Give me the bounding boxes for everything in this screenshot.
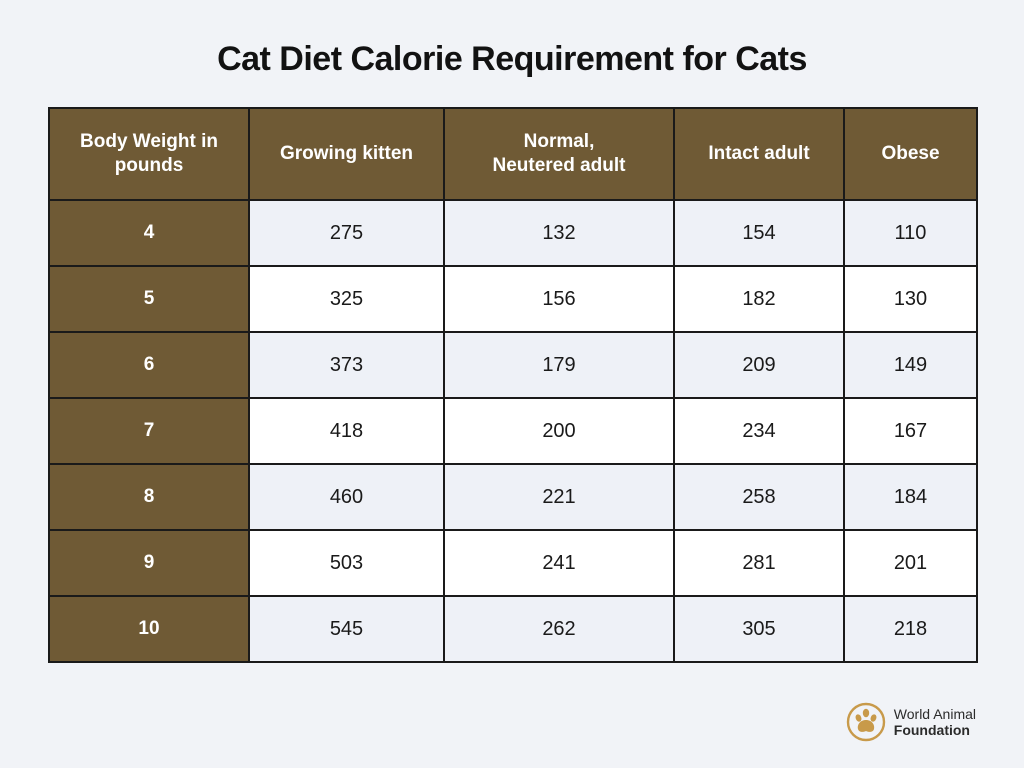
table-row: 7 418 200 234 167 bbox=[49, 398, 977, 464]
cell: 179 bbox=[444, 332, 674, 398]
page-title: Cat Diet Calorie Requirement for Cats bbox=[48, 40, 976, 79]
table-row: 4 275 132 154 110 bbox=[49, 200, 977, 266]
col-header-label: Growing kitten bbox=[280, 143, 413, 164]
cell: 258 bbox=[674, 464, 844, 530]
row-header: 7 bbox=[49, 398, 249, 464]
col-header-weight: Body Weight in pounds bbox=[49, 108, 249, 200]
cell: 182 bbox=[674, 266, 844, 332]
cell: 281 bbox=[674, 530, 844, 596]
table-body: 4 275 132 154 110 5 325 156 182 130 6 37… bbox=[49, 200, 977, 662]
cell: 149 bbox=[844, 332, 977, 398]
col-header-label: Intact adult bbox=[708, 143, 809, 164]
cell: 262 bbox=[444, 596, 674, 662]
cell: 184 bbox=[844, 464, 977, 530]
cell: 418 bbox=[249, 398, 444, 464]
cell: 200 bbox=[444, 398, 674, 464]
cell: 325 bbox=[249, 266, 444, 332]
cell: 503 bbox=[249, 530, 444, 596]
cell: 545 bbox=[249, 596, 444, 662]
cell: 234 bbox=[674, 398, 844, 464]
table-header-row: Body Weight in pounds Growing kitten Nor… bbox=[49, 108, 977, 200]
col-header-obese: Obese bbox=[844, 108, 977, 200]
cell: 221 bbox=[444, 464, 674, 530]
brand-text: World Animal Foundation bbox=[894, 706, 976, 738]
col-header-intact: Intact adult bbox=[674, 108, 844, 200]
col-header-neutered: Normal,Neutered adult bbox=[444, 108, 674, 200]
cell: 275 bbox=[249, 200, 444, 266]
cell: 241 bbox=[444, 530, 674, 596]
cell: 460 bbox=[249, 464, 444, 530]
cell: 130 bbox=[844, 266, 977, 332]
table-row: 6 373 179 209 149 bbox=[49, 332, 977, 398]
row-header: 6 bbox=[49, 332, 249, 398]
row-header: 8 bbox=[49, 464, 249, 530]
cell: 201 bbox=[844, 530, 977, 596]
cell: 167 bbox=[844, 398, 977, 464]
cell: 209 bbox=[674, 332, 844, 398]
table-row: 5 325 156 182 130 bbox=[49, 266, 977, 332]
row-header: 10 bbox=[49, 596, 249, 662]
cell: 156 bbox=[444, 266, 674, 332]
cell: 373 bbox=[249, 332, 444, 398]
paw-globe-icon bbox=[846, 702, 886, 742]
brand-line2: Foundation bbox=[894, 722, 970, 738]
brand-line1: World Animal bbox=[894, 706, 976, 722]
col-header-label: Body Weight in pounds bbox=[80, 131, 218, 176]
col-header-label: Obese bbox=[881, 143, 939, 164]
cell: 218 bbox=[844, 596, 977, 662]
cell: 132 bbox=[444, 200, 674, 266]
row-header: 4 bbox=[49, 200, 249, 266]
col-header-label: Normal,Neutered adult bbox=[492, 131, 625, 176]
cell: 305 bbox=[674, 596, 844, 662]
brand-logo: World Animal Foundation bbox=[846, 702, 976, 742]
row-header: 9 bbox=[49, 530, 249, 596]
col-header-kitten: Growing kitten bbox=[249, 108, 444, 200]
table-row: 9 503 241 281 201 bbox=[49, 530, 977, 596]
table-row: 10 545 262 305 218 bbox=[49, 596, 977, 662]
table-row: 8 460 221 258 184 bbox=[49, 464, 977, 530]
row-header: 5 bbox=[49, 266, 249, 332]
calorie-table: Body Weight in pounds Growing kitten Nor… bbox=[48, 107, 978, 663]
cell: 110 bbox=[844, 200, 977, 266]
cell: 154 bbox=[674, 200, 844, 266]
